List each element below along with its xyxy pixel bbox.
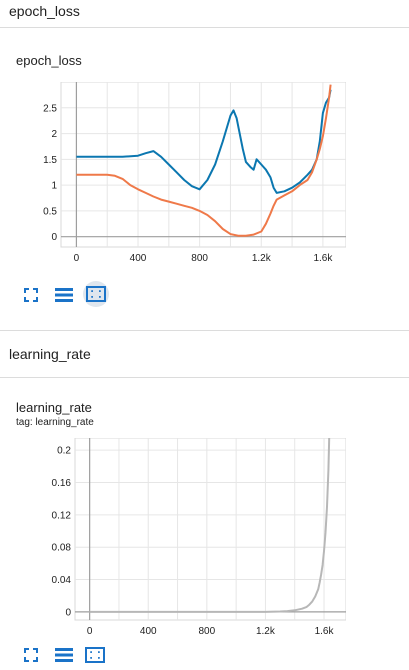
chart-tag: tag: learning_rate (16, 417, 94, 428)
x-tick-label: 800 (191, 253, 208, 264)
x-tick-label: 400 (130, 253, 147, 264)
series-line-0 (76, 89, 332, 194)
lines-icon (55, 648, 73, 662)
learning-rate-chart: 0 400 800 1.2k 1.6k 0 0.04 0.08 0.12 0.16 0.2 (52, 438, 346, 637)
chart-toolbar (20, 281, 130, 307)
y-tick-label: 0 (65, 607, 71, 618)
x-tick-label: 400 (140, 626, 157, 637)
y-tick-label: 1 (51, 181, 57, 192)
series-group (76, 84, 332, 237)
section-header-learning-rate: learning_rate (0, 343, 409, 367)
chart-title: epoch_loss (16, 53, 82, 68)
section-divider (0, 330, 409, 331)
x-tick-label: 1.2k (252, 253, 272, 264)
section-header-epoch-loss: epoch_loss (0, 0, 409, 24)
x-tick-label: 1.6k (313, 253, 333, 264)
epoch-loss-chart: 0 400 800 1.2k 1.6k 0 0.5 1 1.5 2 2.5 (43, 82, 346, 264)
x-tick-label: 1.2k (256, 626, 276, 637)
y-tick-label: 0.12 (52, 510, 72, 521)
fit-domain-icon (86, 286, 106, 302)
fullscreen-button[interactable] (20, 644, 42, 666)
toggle-log-button[interactable] (53, 644, 75, 666)
x-tick-label: 1.6k (315, 626, 335, 637)
fullscreen-icon (24, 288, 38, 302)
y-tick-label: 0 (51, 232, 57, 243)
chart-title: learning_rate (16, 400, 92, 415)
series-line-0 (89, 438, 331, 613)
section-title: epoch_loss (9, 3, 80, 19)
series-line-1 (76, 84, 332, 237)
y-tick-label: 0.2 (57, 446, 71, 457)
lines-icon (55, 288, 73, 302)
x-tick-label: 0 (87, 626, 93, 637)
fit-domain-button[interactable] (83, 281, 109, 307)
chart-toolbar (20, 644, 130, 666)
y-tick-label: 0.16 (52, 478, 72, 489)
section-title: learning_rate (9, 346, 91, 362)
x-tick-label: 800 (198, 626, 215, 637)
y-tick-label: 0.08 (52, 543, 72, 554)
series-group (89, 438, 331, 613)
plot-frame (74, 438, 346, 621)
toggle-log-button[interactable] (53, 284, 75, 306)
y-tick-label: 0.5 (43, 206, 57, 217)
fullscreen-button[interactable] (20, 284, 42, 306)
y-tick-label: 2 (51, 129, 57, 140)
section-divider (0, 27, 409, 28)
fullscreen-icon (24, 648, 38, 662)
y-tick-label: 0.04 (52, 575, 72, 586)
fit-domain-icon (85, 647, 105, 663)
fit-domain-button[interactable] (84, 644, 106, 666)
y-tick-label: 1.5 (43, 155, 57, 166)
plot-frame (60, 82, 346, 248)
section-divider (0, 377, 409, 378)
y-tick-label: 2.5 (43, 103, 57, 114)
x-tick-label: 0 (74, 253, 80, 264)
